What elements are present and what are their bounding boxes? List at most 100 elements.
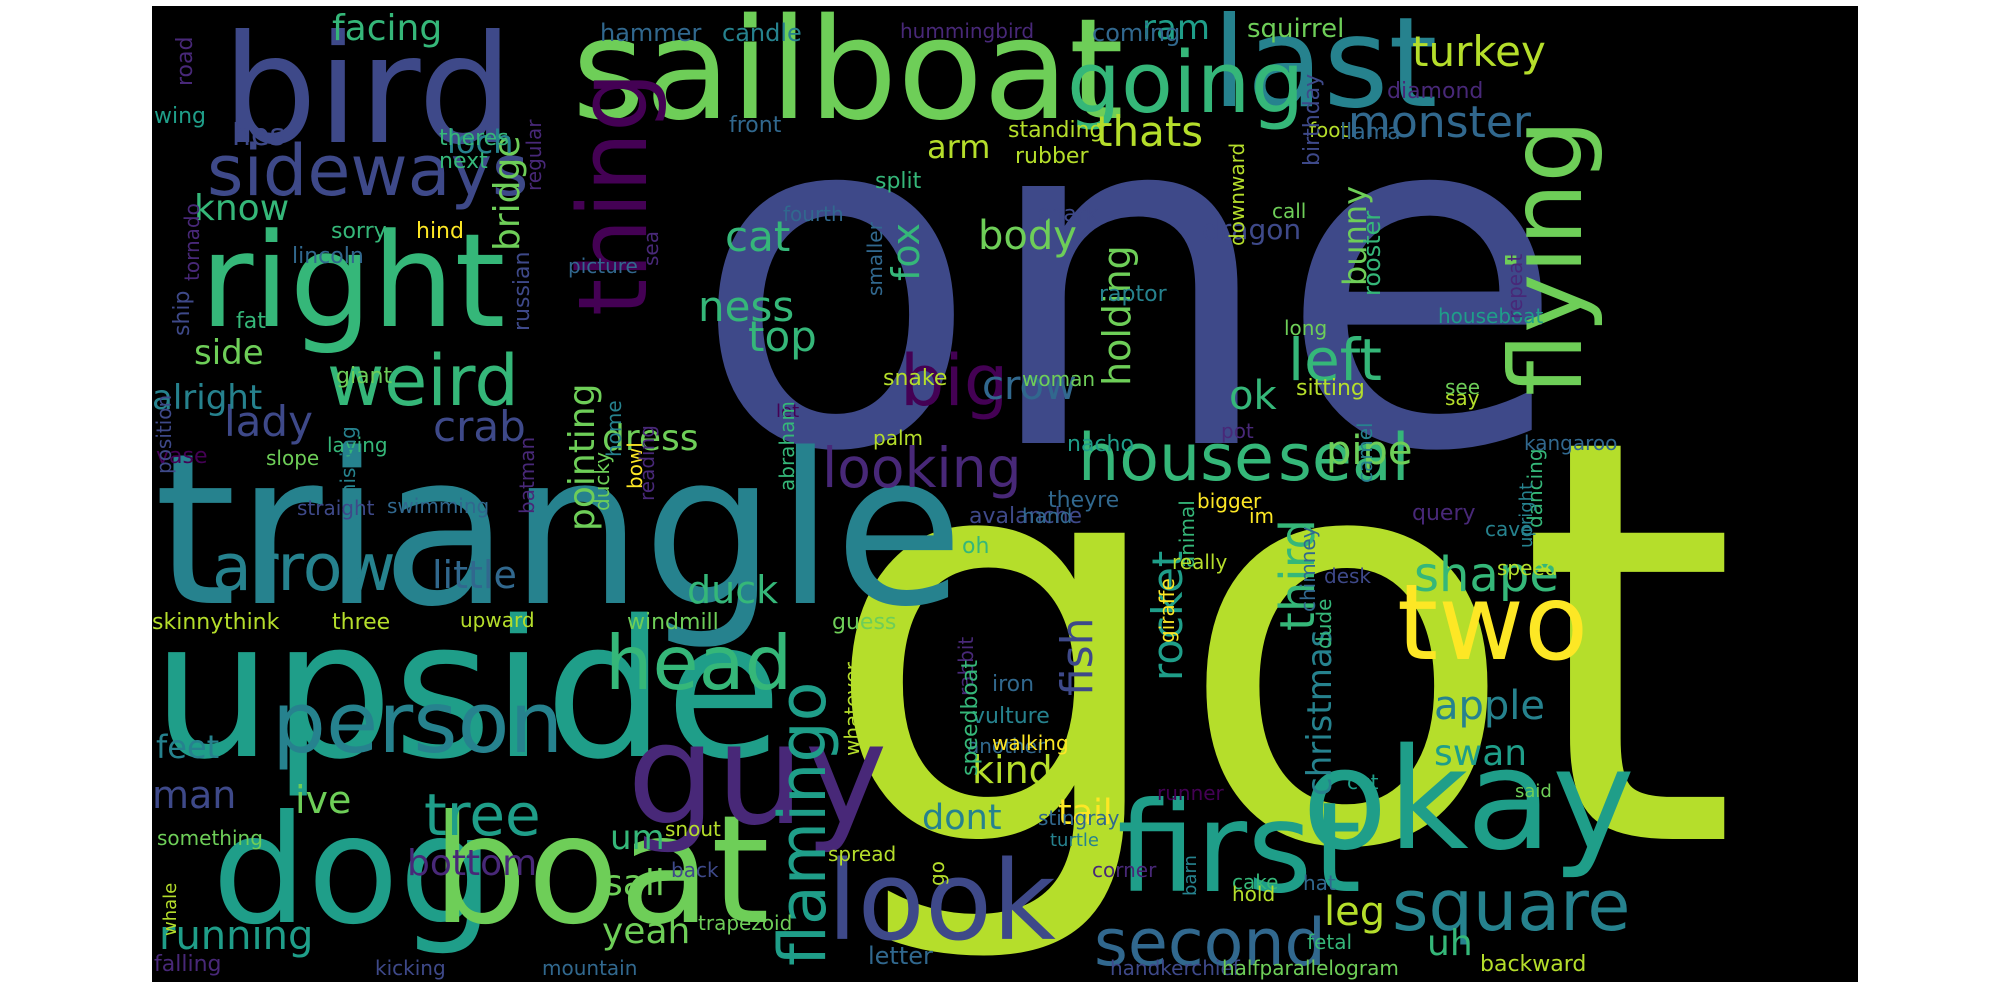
word-cloud: one got triangle upside sailboat bird dog boat f… — [152, 6, 1858, 982]
word-sailboat: sailboat — [572, 6, 1124, 152]
word-monster: monster — [1348, 97, 1532, 148]
word-pipe: pipe — [1326, 428, 1413, 474]
word-upright: upright — [1516, 482, 1537, 548]
word-arrow: arrow — [212, 531, 396, 606]
word-look: look — [827, 837, 1056, 965]
word-giraffe: giraffe — [1155, 578, 1179, 643]
word-trapezoid: trapezoid — [698, 911, 793, 935]
word-nacho: nacho — [1067, 432, 1134, 457]
word-desk: desk — [1324, 564, 1372, 588]
word-bottom: bottom — [407, 843, 538, 884]
word-sorry: sorry — [331, 219, 387, 244]
word-bird: bird — [222, 6, 514, 178]
word-foot: foot — [1309, 118, 1349, 142]
word-two: two — [1397, 562, 1589, 684]
word-cake: cake — [1232, 870, 1279, 894]
word-tornado: tornado — [180, 203, 204, 281]
word-crab: crab — [433, 402, 526, 451]
word-coming: coming — [1092, 19, 1181, 47]
word-running: running — [159, 913, 314, 959]
word-right: right — [200, 205, 506, 357]
word-sail: sail — [604, 863, 665, 904]
word-llama: llama — [1340, 120, 1401, 145]
word-lady: lady — [224, 397, 313, 446]
word-hind: hind — [416, 219, 464, 244]
word-fox: fox — [884, 223, 928, 281]
word-falling: falling — [154, 952, 222, 977]
word-really: really — [1172, 550, 1228, 574]
word-kind: kind — [972, 748, 1053, 792]
word-fish: fish — [1052, 617, 1103, 696]
word-russian: russian — [510, 251, 535, 331]
word-weird: weird — [327, 340, 519, 422]
word-holding: holding — [1095, 245, 1139, 386]
word-laying: laying — [327, 433, 388, 457]
word-swimming: swimming — [387, 494, 490, 518]
word-going: going — [1067, 34, 1305, 133]
word-next: next — [439, 149, 488, 174]
word-vase: vase — [156, 444, 208, 469]
word-rubber: rubber — [1015, 144, 1089, 169]
word-oh: oh — [962, 534, 990, 559]
word-tail: tail — [1058, 793, 1113, 833]
word-barn: barn — [1180, 855, 1201, 896]
word-ducky: ducky — [590, 451, 614, 511]
word-dress: dress — [602, 418, 699, 459]
word-okay: okay — [1302, 719, 1635, 882]
word-um: um — [610, 818, 665, 858]
word-walking: walking — [992, 731, 1069, 755]
word-skinny: skinny — [152, 610, 224, 635]
word-woman: woman — [1022, 367, 1096, 391]
word-person: person — [272, 674, 564, 773]
word-said: said — [1515, 781, 1552, 802]
word-long: long — [1284, 316, 1328, 340]
word-fourth: fourth — [783, 202, 844, 226]
word-picture: picture — [568, 254, 638, 278]
word-uh: uh — [1427, 923, 1473, 964]
word-dont: dont — [922, 798, 1002, 838]
word-regular: regular — [522, 119, 546, 192]
word-fat: fat — [236, 309, 266, 334]
word-guess: guess — [832, 610, 897, 635]
word-straight: straight — [297, 496, 375, 520]
word-three: three — [332, 610, 391, 635]
word-avalanche: avalanche — [969, 504, 1083, 529]
word-houseboat: houseboat — [1438, 304, 1544, 328]
word-theres: theres — [439, 126, 509, 151]
word-ness: ness — [698, 282, 795, 331]
word-sea: sea — [639, 231, 663, 266]
word-man: man — [152, 773, 237, 817]
word-hand: hand — [1022, 504, 1073, 528]
word-facing: facing — [332, 8, 443, 49]
word-birthday: birthday — [1300, 73, 1325, 166]
word-windmill: windmill — [627, 610, 719, 635]
word-go: go — [925, 861, 949, 886]
word-handkerchief: handkerchief — [1110, 956, 1240, 980]
word-kicking: kicking — [375, 956, 446, 980]
word-bigger: bigger — [1197, 489, 1262, 513]
word-thats: thats — [1096, 107, 1204, 156]
word-big: big — [900, 340, 1009, 422]
word-arm: arm — [927, 128, 991, 166]
word-kangaroo: kangaroo — [1524, 431, 1618, 455]
word-home: home — [602, 400, 626, 457]
word-ok: ok — [1229, 373, 1277, 419]
word-loch: loch — [447, 123, 514, 161]
word-cave: cave — [1485, 517, 1533, 541]
word-back: back — [671, 858, 719, 882]
word-rooster: rooster — [1358, 210, 1386, 296]
word-iron: iron — [992, 672, 1035, 697]
word-letter: letter — [868, 942, 933, 970]
word-stingray: stingray — [1038, 806, 1120, 830]
word-halfparallelogram: halfparallelogram — [1222, 956, 1399, 980]
word-top: top — [748, 312, 817, 361]
word-let: let — [776, 401, 800, 422]
word-left: left — [1288, 326, 1382, 394]
word-giant: giant — [336, 364, 393, 389]
word-shark: shark — [1038, 202, 1099, 227]
word-mountain: mountain — [542, 956, 638, 980]
word-head: head — [605, 619, 793, 707]
word-sideways: sideways — [207, 130, 529, 212]
word-side: side — [194, 333, 264, 373]
word-slope: slope — [266, 446, 320, 470]
